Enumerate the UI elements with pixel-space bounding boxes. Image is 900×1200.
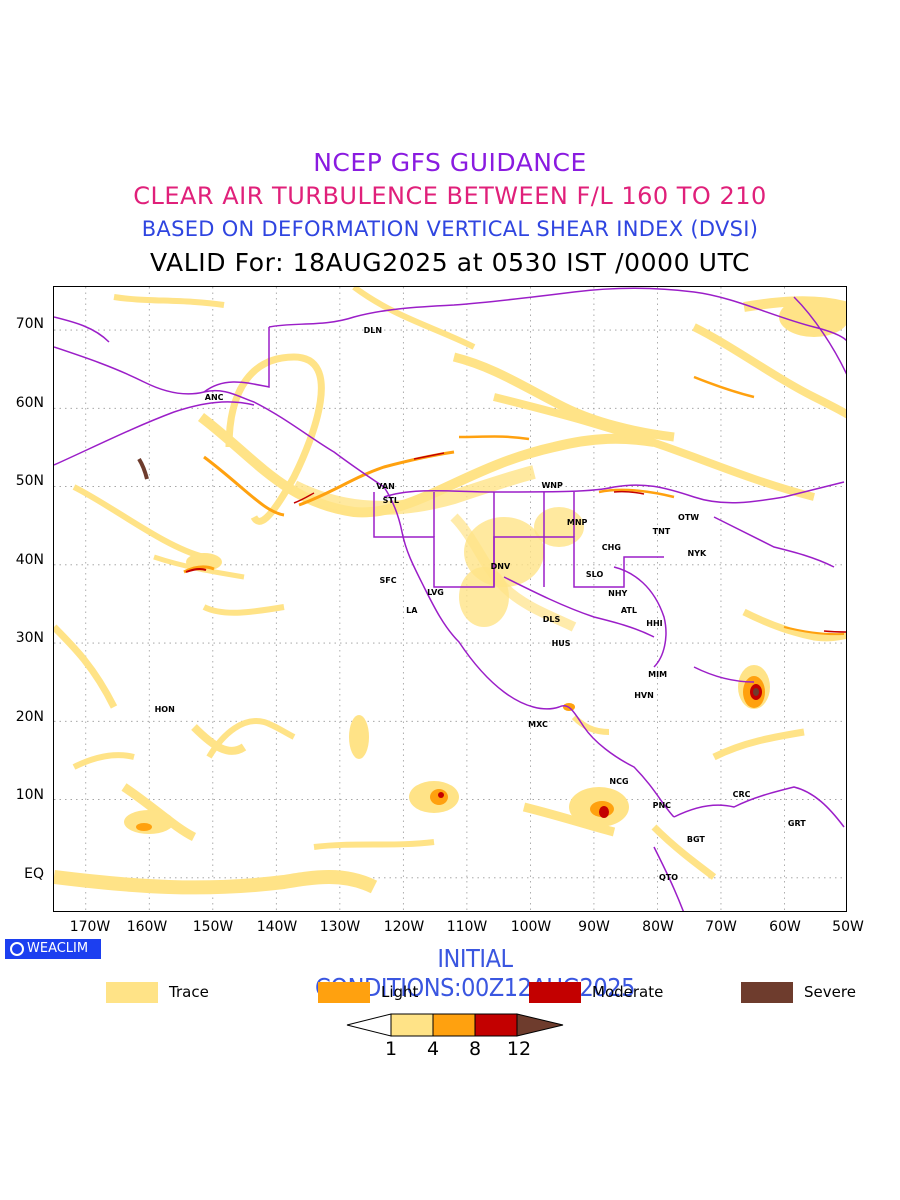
station-label: VAN — [376, 482, 395, 492]
station-label: WNP — [541, 480, 563, 490]
station-label: PNC — [652, 801, 672, 811]
station-label: GRT — [787, 818, 806, 828]
station-label: ATL — [620, 605, 637, 615]
lat-label: 60N — [15, 395, 44, 411]
legend-swatch-light — [318, 982, 370, 1003]
station-label: QTO — [658, 873, 679, 883]
lon-label: 130W — [319, 919, 361, 935]
brand-label: WEACLIM — [27, 941, 89, 956]
colorbar-low-triangle — [346, 1013, 392, 1037]
lon-label: 140W — [256, 919, 298, 935]
station-label: HON — [154, 705, 175, 715]
station-label: LVG — [427, 587, 444, 597]
valid-time-line: VALID For: 18AUG2025 at 0530 IST /0000 U… — [149, 248, 751, 277]
colorbar-label: 4 — [426, 1038, 440, 1060]
lon-label: 120W — [383, 919, 425, 935]
lon-label: 160W — [126, 919, 168, 935]
lon-label: 90W — [578, 919, 610, 935]
lat-label: EQ — [24, 866, 44, 882]
colorbar-segment-moderate — [474, 1013, 518, 1037]
colorbar-high-triangle — [516, 1013, 564, 1037]
legend-swatch-moderate — [529, 982, 581, 1003]
station-label: STL — [382, 496, 399, 506]
station-label: TNT — [652, 527, 671, 537]
station-label: DLN — [363, 325, 383, 335]
legend-swatch-trace — [106, 982, 158, 1003]
lat-label: 10N — [15, 787, 44, 803]
lon-label: 50W — [832, 919, 864, 935]
station-label: MIM — [648, 669, 668, 679]
weaclim-logo: WEACLIM — [5, 939, 101, 959]
station-label: DLS — [542, 615, 561, 625]
logo-ring-icon — [10, 942, 24, 956]
chart-title-line-3: BASED ON DEFORMATION VERTICAL SHEAR INDE… — [141, 217, 759, 241]
lon-label: 80W — [642, 919, 674, 935]
station-label: HUS — [551, 639, 571, 649]
lon-label: 100W — [510, 919, 552, 935]
legend-label: Light — [381, 983, 419, 1001]
station-label: DNV — [490, 561, 511, 571]
legend-swatch-severe — [741, 982, 793, 1003]
chart-title-line-2: CLEAR AIR TURBULENCE BETWEEN F/L 160 TO … — [133, 182, 767, 210]
colorbar-label: 1 — [384, 1038, 398, 1060]
legend-label: Moderate — [592, 983, 664, 1001]
coastlines-and-borders — [54, 287, 846, 911]
station-label: MXC — [528, 719, 548, 729]
station-label: ANC — [204, 392, 224, 402]
turbulence-fields — [54, 287, 846, 895]
lon-label: 110W — [446, 919, 488, 935]
colorbar-label: 8 — [468, 1038, 482, 1060]
station-label: NHY — [608, 588, 628, 598]
station-label: OTW — [678, 513, 700, 523]
legend-label: Trace — [169, 983, 209, 1001]
station-label: HHI — [646, 619, 663, 629]
lat-label: 30N — [15, 630, 44, 646]
legend-label: Severe — [804, 983, 856, 1001]
lat-label: 70N — [15, 316, 44, 332]
lon-label: 60W — [769, 919, 801, 935]
turbulence-map: ANC DLN VAN STL WNP MNP OTW TNT CHG NYK DNV SFC SLO L… — [53, 286, 847, 912]
lon-label: 70W — [705, 919, 737, 935]
colorbar-segment-light — [432, 1013, 476, 1037]
lat-label: 50N — [15, 473, 44, 489]
lat-label: 20N — [15, 709, 44, 725]
colorbar-label: 12 — [506, 1038, 532, 1060]
station-label: CRC — [732, 789, 751, 799]
colorbar-segment-trace — [390, 1013, 434, 1037]
station-label: BGT — [686, 835, 705, 844]
lon-label: 150W — [192, 919, 234, 935]
chart-title-line-1: NCEP GFS GUIDANCE — [313, 148, 587, 177]
station-label: LA — [406, 605, 418, 615]
station-label: MNP — [566, 518, 588, 528]
station-label: CHG — [601, 543, 621, 553]
station-label: SLO — [585, 569, 604, 579]
map-canvas — [54, 287, 846, 911]
station-label: NCG — [609, 777, 629, 787]
colorbar — [346, 1013, 564, 1037]
lon-label: 170W — [69, 919, 111, 935]
station-label: NYK — [687, 549, 707, 559]
lat-label: 40N — [15, 552, 44, 568]
station-label: HVN — [634, 691, 654, 701]
station-label: SFC — [379, 576, 397, 585]
